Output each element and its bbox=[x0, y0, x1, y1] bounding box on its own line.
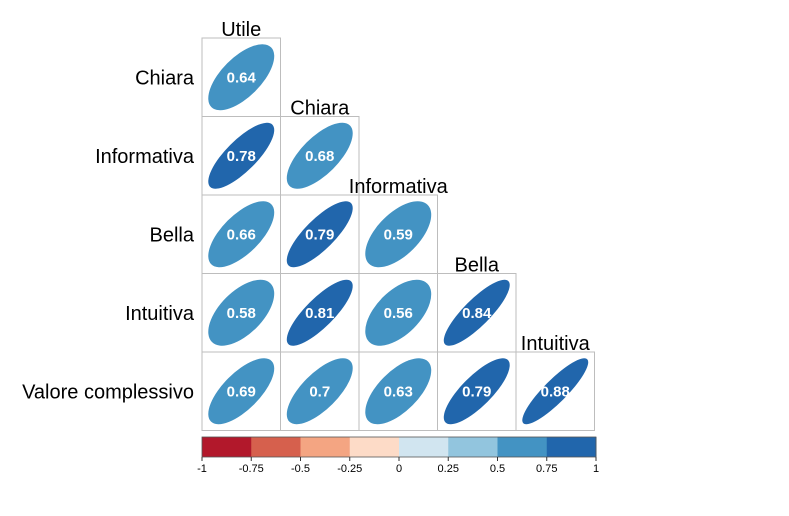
colorbar-tick-label: -0.25 bbox=[337, 463, 362, 475]
colorbar-tick-label: -0.75 bbox=[239, 463, 264, 475]
correlation-cell: 0.79 bbox=[280, 194, 360, 274]
cell-value-label: 0.63 bbox=[384, 383, 413, 400]
column-label: Informativa bbox=[349, 176, 449, 198]
correlation-ellipse bbox=[443, 279, 510, 346]
correlation-cell: 0.68 bbox=[280, 116, 360, 196]
cell-value-label: 0.78 bbox=[227, 148, 256, 165]
correlation-ellipse bbox=[208, 122, 275, 189]
row-label: Intuitiva bbox=[125, 303, 195, 325]
correlation-ellipse bbox=[208, 201, 275, 268]
correlation-ellipse bbox=[286, 201, 353, 268]
colorbar-tick-label: 0 bbox=[396, 463, 402, 475]
correlation-ellipse bbox=[286, 279, 353, 346]
colorbar-tick-label: 0.5 bbox=[490, 463, 505, 475]
column-label: Utile bbox=[221, 19, 261, 41]
colorbar-segment bbox=[202, 437, 252, 457]
correlation-cell: 0.69 bbox=[201, 351, 281, 431]
cell-value-label: 0.66 bbox=[227, 226, 256, 243]
cell-value-label: 0.79 bbox=[305, 226, 334, 243]
correlation-cell: 0.58 bbox=[201, 273, 281, 353]
cell-value-label: 0.81 bbox=[305, 305, 334, 322]
cell-value-label: 0.59 bbox=[384, 226, 413, 243]
row-label: Chiara bbox=[135, 67, 195, 89]
correlation-cell: 0.56 bbox=[358, 273, 438, 353]
colorbar-tick-label: 0.75 bbox=[536, 463, 557, 475]
row-label: Informativa bbox=[95, 146, 195, 168]
correlation-cell: 0.84 bbox=[437, 273, 517, 353]
row-label: Bella bbox=[150, 224, 195, 246]
cell-value-label: 0.64 bbox=[227, 69, 257, 86]
column-labels: Utile Chiara Informativa Bella Intuitiva bbox=[221, 19, 590, 355]
row-label: Valore complessivo bbox=[22, 381, 194, 403]
correlation-cell: 0.64 bbox=[201, 37, 281, 117]
correlation-ellipse bbox=[365, 358, 432, 425]
correlation-ellipse bbox=[286, 122, 353, 189]
correlation-ellipse bbox=[208, 358, 275, 425]
cell-value-label: 0.84 bbox=[462, 305, 492, 322]
colorbar-segment bbox=[546, 437, 597, 457]
correlation-cell: 0.7 bbox=[280, 351, 360, 431]
correlation-ellipse bbox=[208, 44, 275, 111]
cell-value-label: 0.88 bbox=[541, 383, 570, 400]
correlation-ellipse bbox=[365, 279, 432, 346]
correlation-cell: 0.59 bbox=[358, 194, 438, 274]
column-label: Chiara bbox=[290, 98, 350, 120]
correlation-cell: 0.78 bbox=[201, 116, 281, 196]
colorbar-segment bbox=[251, 437, 301, 457]
column-label: Intuitiva bbox=[521, 333, 591, 355]
colorbar-segment bbox=[399, 437, 449, 457]
cell-grid: 0.64 0.78 0.68 0.66 0.79 0.59 0.58 0.81 0.56 0.84… bbox=[201, 37, 595, 431]
colorbar-segment bbox=[300, 437, 351, 457]
colorbar-segment bbox=[349, 437, 400, 457]
correlation-cell: 0.66 bbox=[201, 194, 281, 274]
colorbar-tick-label: -1 bbox=[197, 463, 207, 475]
correlation-ellipse bbox=[365, 201, 432, 268]
colorbar-segment bbox=[497, 437, 548, 457]
correlation-ellipse bbox=[208, 279, 275, 346]
correlation-ellipse bbox=[522, 358, 589, 425]
correlation-cell: 0.81 bbox=[280, 273, 360, 353]
colorbar-segment bbox=[448, 437, 498, 457]
cell-value-label: 0.56 bbox=[384, 305, 413, 322]
row-labels: Chiara Informativa Bella Intuitiva Valore co… bbox=[22, 67, 195, 403]
cell-value-label: 0.69 bbox=[227, 383, 256, 400]
correlation-cell: 0.63 bbox=[358, 351, 438, 431]
colorbar-tick-label: 1 bbox=[593, 463, 599, 475]
cell-value-label: 0.79 bbox=[462, 383, 491, 400]
correlation-cell: 0.88 bbox=[515, 351, 595, 431]
correlation-ellipse bbox=[443, 358, 510, 425]
colorbar: -1 -0.75 -0.5 -0.25 0 0.25 0.5 0.75 1 bbox=[197, 436, 599, 475]
cell-value-label: 0.58 bbox=[227, 305, 256, 322]
cell-value-label: 0.7 bbox=[309, 383, 330, 400]
correlation-cell: 0.79 bbox=[437, 351, 517, 431]
column-label: Bella bbox=[455, 255, 500, 277]
colorbar-tick-label: 0.25 bbox=[438, 463, 459, 475]
cell-value-label: 0.68 bbox=[305, 148, 334, 165]
colorbar-tick-label: -0.5 bbox=[291, 463, 310, 475]
correlation-ellipse bbox=[286, 358, 353, 425]
